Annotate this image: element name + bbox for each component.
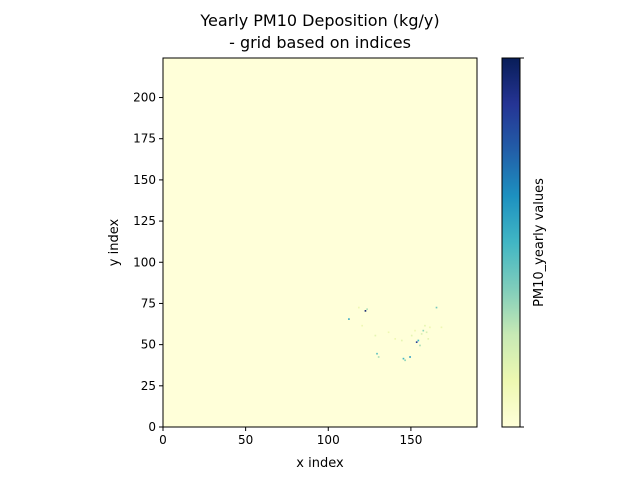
heatmap-cell [420, 333, 423, 335]
heatmap-cell [394, 338, 397, 340]
heatmap-cell [348, 318, 350, 320]
y-tick-label: 125 [133, 214, 156, 228]
x-tick-label: 50 [238, 433, 253, 447]
y-tick-label: 150 [133, 173, 156, 187]
heatmap-cell [440, 326, 443, 329]
heatmap-cell [415, 341, 418, 343]
y-tick-label: 175 [133, 132, 156, 146]
y-tick-label: 75 [141, 296, 156, 310]
heatmap-cell [361, 324, 363, 327]
colorbar-label: PM10_yearly values [532, 178, 547, 307]
heatmap-cell [374, 334, 377, 337]
heatmap-cell [400, 339, 403, 342]
heatmap-cell [414, 329, 416, 332]
x-tick-label: 150 [399, 433, 422, 447]
heatmap-cell [410, 334, 413, 337]
heatmap-cell [424, 324, 426, 327]
y-tick-label: 100 [133, 255, 156, 269]
y-axis-label: y index [107, 219, 122, 267]
heatmap-cell [417, 339, 420, 342]
chart-title-line-1: Yearly PM10 Deposition (kg/y) [200, 11, 440, 30]
heatmap-cell [425, 331, 428, 334]
heatmap-cell [435, 306, 438, 309]
heatmap-cell [422, 329, 425, 332]
heatmap-background [163, 58, 477, 427]
heatmap-cell [366, 308, 368, 311]
heatmap-cell [358, 306, 360, 309]
heatmap-cell [376, 352, 378, 355]
heatmap-cell [377, 356, 380, 358]
y-tick-label: 0 [148, 420, 156, 434]
heatmap-cell [402, 357, 405, 360]
heatmap-cell [364, 310, 367, 312]
heatmap-cell [404, 359, 406, 362]
heatmap-cell [409, 356, 411, 358]
plot-frame [162, 57, 478, 428]
x-axis-label: x index [296, 456, 344, 471]
heatmap-cell [387, 331, 390, 334]
chart-title-line-2: - grid based on indices [229, 33, 411, 52]
y-tick-label: 50 [141, 338, 156, 352]
heatmap-cell [419, 344, 421, 347]
colorbar [501, 57, 521, 428]
x-tick-label: 100 [317, 433, 340, 447]
heatmap-cell [429, 326, 431, 329]
x-tick-label: 0 [159, 433, 167, 447]
y-tick-label: 25 [141, 379, 156, 393]
heatmap-cell [427, 338, 430, 340]
y-tick-label: 200 [133, 91, 156, 105]
